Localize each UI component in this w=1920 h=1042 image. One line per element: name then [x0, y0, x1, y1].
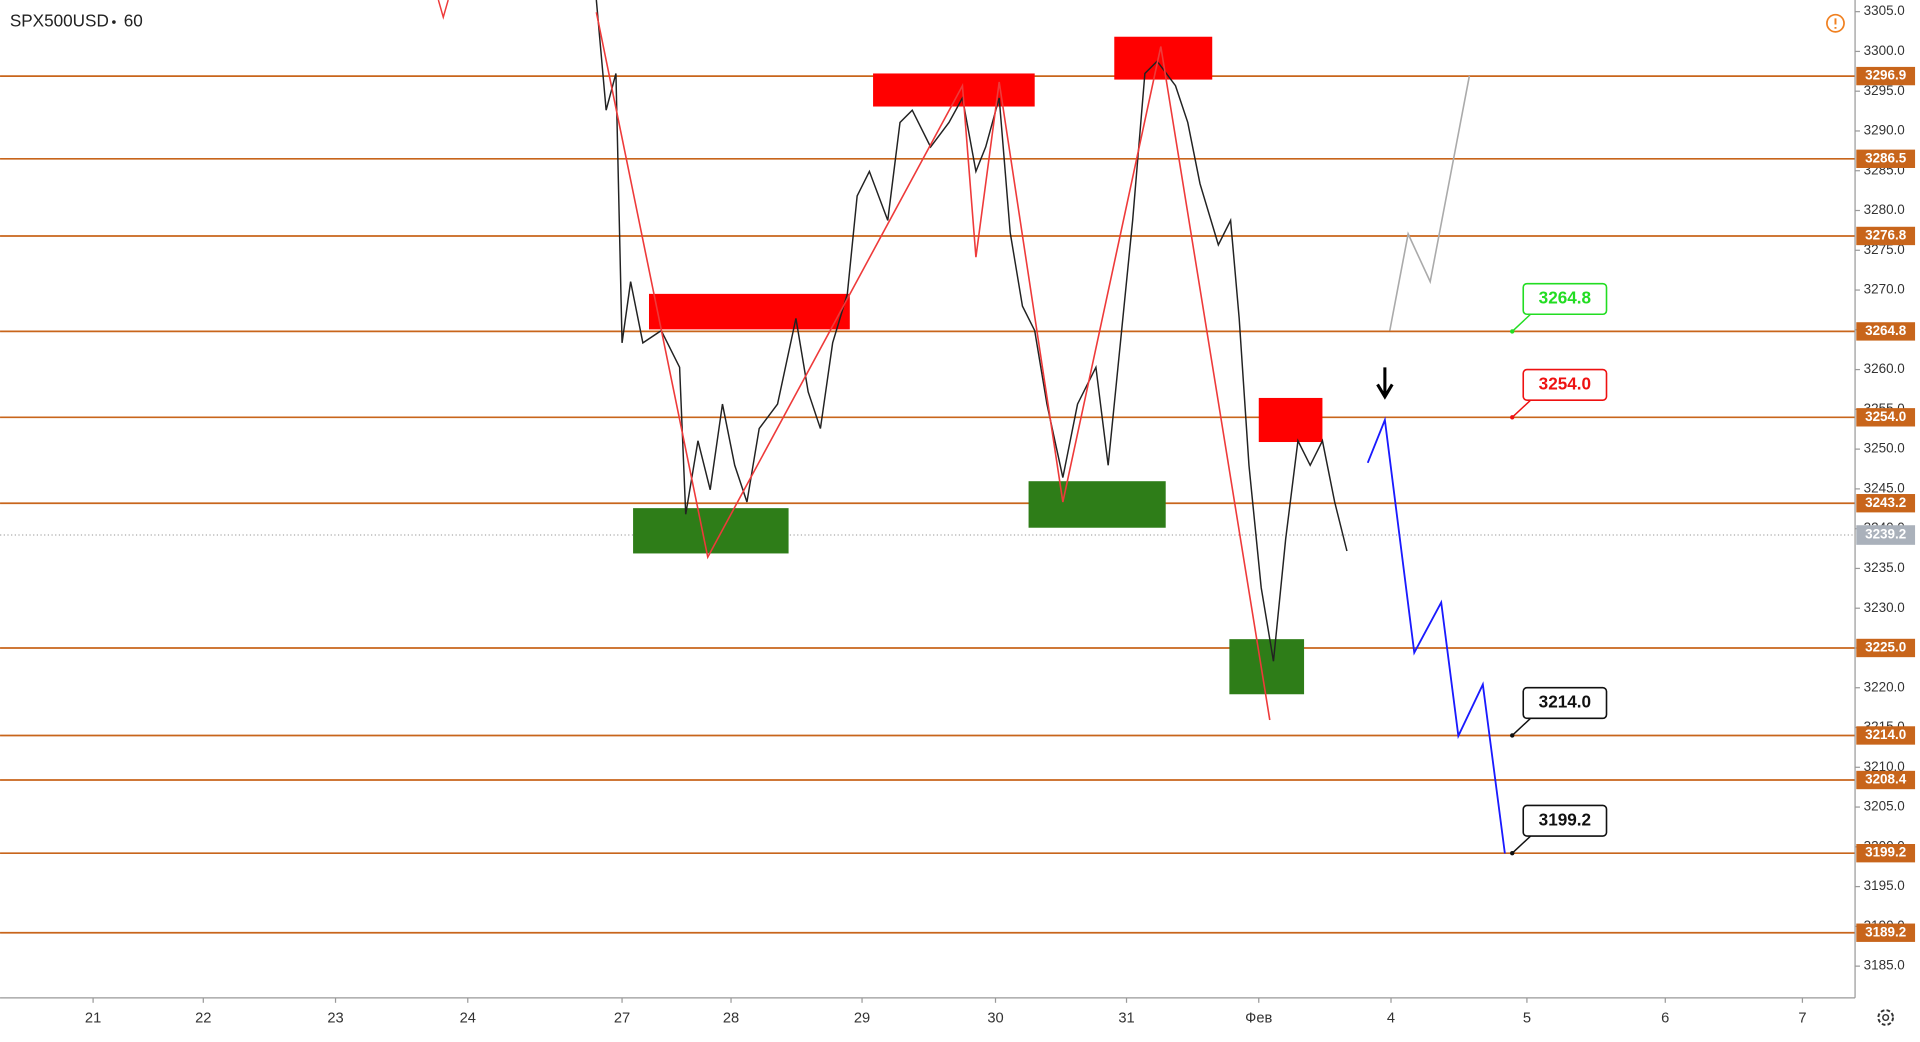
level-label: 3208.4 — [1865, 772, 1907, 787]
alt-path — [1388, 75, 1471, 331]
price-tick-label: 3250.0 — [1864, 441, 1905, 456]
time-labels: 21 22 23 24 27 28 29 30 31 Фев 4 5 6 7 — [85, 997, 1807, 1027]
settings-icon[interactable] — [1877, 1009, 1895, 1026]
time-label: 27 — [614, 1011, 630, 1027]
time-label: 6 — [1661, 1011, 1669, 1027]
time-label: 28 — [723, 1011, 739, 1027]
level-label: 3214.0 — [1865, 727, 1906, 742]
time-label: 7 — [1798, 1011, 1806, 1027]
level-labels: 3296.9 3286.5 3276.8 3264.8 3254.0 3243.2 3225… — [1856, 66, 1916, 942]
price-tick-label: 3235.0 — [1864, 560, 1905, 575]
price-tick-label: 3220.0 — [1864, 679, 1905, 694]
level-label: 3225.0 — [1865, 640, 1906, 655]
symbol: SPX500USD — [10, 11, 109, 31]
price-tick-label: 3205.0 — [1864, 799, 1905, 814]
levels — [0, 75, 1856, 934]
support-zone — [633, 508, 789, 554]
callout-leader — [1511, 717, 1532, 737]
time-label: 21 — [85, 1011, 101, 1027]
time-axis — [0, 997, 1920, 1042]
callout-leader — [1511, 399, 1532, 418]
time-label: 4 — [1387, 1011, 1395, 1027]
price-tick-label: 3210.0 — [1864, 759, 1905, 774]
level-label-bg — [1856, 923, 1916, 942]
resistance-zone — [1258, 397, 1323, 443]
level-label: 3264.8 — [1865, 323, 1907, 338]
callout-label: 3254.0 — [1539, 373, 1591, 393]
time-label: 29 — [854, 1011, 870, 1027]
callout-anchor — [1510, 733, 1515, 738]
level-label: 3254.0 — [1865, 409, 1906, 424]
time-label: 31 — [1118, 1011, 1134, 1027]
price-tick-label: 3275.0 — [1864, 242, 1905, 257]
price-tick-label: 3305.0 — [1864, 3, 1905, 18]
price-tick-label: 3260.0 — [1864, 361, 1905, 376]
level-label-bg — [1856, 66, 1916, 86]
time-label: 30 — [987, 1011, 1003, 1027]
price-tick-label: 3295.0 — [1864, 83, 1905, 98]
level-label-bg — [1856, 494, 1916, 513]
zones — [633, 36, 1323, 695]
price-trace — [595, 0, 1348, 662]
support-zone — [1229, 639, 1305, 695]
level-label: 3286.5 — [1865, 150, 1907, 165]
callout-box — [1522, 686, 1608, 720]
price-tick-label: 3245.0 — [1864, 480, 1905, 495]
current-price-bg — [1856, 525, 1916, 545]
level-label-bg — [1856, 149, 1916, 168]
legend-bg — [0, 4, 160, 37]
zigzag-fragment — [437, 0, 449, 20]
callout-leader — [1511, 835, 1532, 854]
callout-box — [1522, 368, 1608, 401]
callout-label: 3264.8 — [1539, 287, 1591, 307]
callout-label: 3214.0 — [1539, 692, 1591, 712]
callout-anchor — [1510, 415, 1515, 420]
level-label: 3199.2 — [1865, 845, 1906, 860]
callout-anchor — [1510, 329, 1515, 334]
down-arrow — [1376, 367, 1394, 400]
level-label-bg — [1856, 726, 1916, 745]
time-label: 24 — [460, 1011, 476, 1027]
forecast-path — [1366, 416, 1506, 854]
time-label: 23 — [327, 1011, 343, 1027]
price-tick-label: 3280.0 — [1864, 202, 1905, 217]
level-label-bg — [1856, 638, 1916, 658]
support-zone — [1028, 481, 1166, 528]
price-tick-label: 3195.0 — [1864, 878, 1905, 893]
level-label-bg — [1856, 226, 1916, 246]
level-label-bg — [1856, 770, 1916, 790]
interval: 60 — [124, 11, 143, 31]
callouts: 3264.8 3254.0 3214.0 3199.2 — [1510, 282, 1608, 856]
price-tick-label: 3290.0 — [1864, 123, 1905, 138]
level-label: 3243.2 — [1865, 495, 1906, 510]
time-label: 5 — [1523, 1011, 1531, 1027]
level-label-bg — [1856, 408, 1916, 427]
zigzag — [595, 12, 1271, 721]
price-tick-label: 3185.0 — [1864, 958, 1905, 973]
price-tick-label: 3300.0 — [1864, 43, 1905, 58]
alert-icon — [1826, 13, 1845, 33]
callout-leader — [1511, 313, 1532, 332]
level-label: 3276.8 — [1865, 228, 1907, 243]
level-label: 3189.2 — [1865, 924, 1906, 939]
level-label: 3296.9 — [1865, 68, 1906, 83]
separator-dot — [112, 20, 116, 24]
time-label: Фев — [1245, 1011, 1272, 1027]
callout-box — [1522, 804, 1608, 837]
current-price-label: 3239.2 — [1865, 527, 1906, 542]
level-label-bg — [1856, 844, 1916, 863]
callout-anchor — [1510, 850, 1515, 856]
level-label-bg — [1856, 322, 1916, 341]
settings-icon-center[interactable] — [1882, 1013, 1890, 1022]
price-tick-label: 3270.0 — [1864, 282, 1905, 297]
price-tick-label: 3230.0 — [1864, 600, 1905, 615]
resistance-zone — [648, 293, 850, 330]
callout-box — [1522, 282, 1608, 316]
time-label: 22 — [195, 1011, 211, 1027]
callout-label: 3199.2 — [1539, 809, 1591, 829]
